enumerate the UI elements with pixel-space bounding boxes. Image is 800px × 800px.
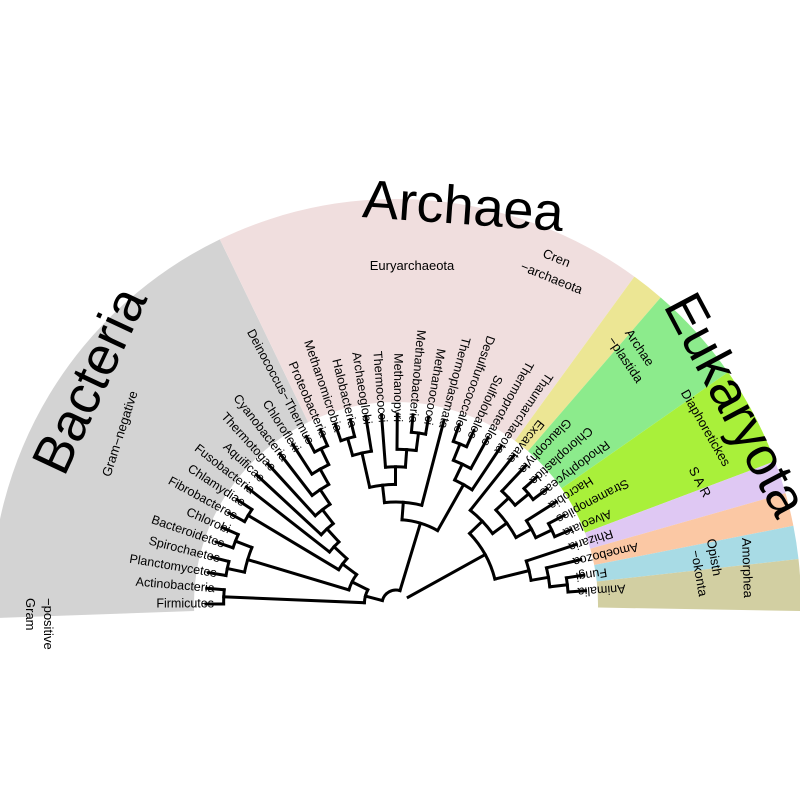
branch xyxy=(318,446,331,467)
group-label-gram-positive-line1: Gram xyxy=(23,598,38,631)
band-animalia xyxy=(596,559,800,612)
branch-arc xyxy=(380,588,402,603)
branch xyxy=(435,482,466,533)
branch xyxy=(350,579,370,592)
branch xyxy=(277,451,315,498)
branch xyxy=(210,555,231,564)
band-amoebozoa xyxy=(590,493,794,565)
branch xyxy=(398,521,423,593)
branch xyxy=(348,417,357,439)
branch xyxy=(403,447,409,469)
band-rhizaria xyxy=(585,461,786,549)
branch xyxy=(524,499,559,523)
group-label-opisthokonta-line1: Opisth xyxy=(704,537,725,577)
branch xyxy=(333,422,343,443)
group-label-gram-positive-line2: −positive xyxy=(41,598,56,650)
domain-label-archaea: Archaea xyxy=(361,169,567,243)
branch xyxy=(452,462,465,483)
branch xyxy=(451,441,462,463)
branch xyxy=(235,497,254,512)
taxon-firmicutes: Firmicutes xyxy=(156,596,214,610)
branch xyxy=(529,575,551,583)
branch xyxy=(464,428,476,449)
tree-branches xyxy=(204,412,588,606)
branch xyxy=(400,500,405,522)
taxon-animalia: Animalia xyxy=(577,582,626,599)
branch xyxy=(468,435,490,471)
branch xyxy=(493,495,511,513)
branch xyxy=(246,513,341,572)
branch xyxy=(214,540,235,550)
band-fungi xyxy=(594,525,799,582)
branch xyxy=(205,586,226,592)
band-archaeplastida xyxy=(528,297,729,489)
branch xyxy=(324,526,342,545)
branch xyxy=(244,484,332,555)
branch xyxy=(227,511,247,524)
branch xyxy=(493,568,531,581)
branch xyxy=(379,412,388,469)
branch xyxy=(490,521,509,536)
branch xyxy=(233,539,254,550)
band-archaea xyxy=(219,199,635,441)
branch xyxy=(222,595,366,605)
band-excavata xyxy=(514,276,661,452)
branch xyxy=(512,491,531,508)
band-bacteria xyxy=(0,239,309,618)
branch xyxy=(225,566,247,574)
taxon-methanopyri: Methanopyri xyxy=(391,353,405,422)
taxon-thermococci: Thermococci xyxy=(370,351,389,423)
branch xyxy=(245,557,351,592)
branch xyxy=(566,589,588,594)
group-label-euryarchaeota: Euryarchaeota xyxy=(370,258,455,273)
branch xyxy=(419,418,446,508)
branch xyxy=(467,519,485,536)
branch xyxy=(318,487,333,507)
branch xyxy=(524,542,579,563)
branch xyxy=(423,415,431,436)
group-color-bands xyxy=(0,199,800,618)
group-label-amorphea: Amorphea xyxy=(739,538,756,599)
branch xyxy=(548,583,569,589)
branch xyxy=(331,544,350,561)
branch xyxy=(552,527,573,539)
branch xyxy=(499,463,529,494)
branch xyxy=(544,557,583,570)
branch xyxy=(220,525,241,537)
branch xyxy=(360,451,372,490)
branch xyxy=(290,442,314,477)
branch xyxy=(521,474,540,491)
branch xyxy=(468,453,517,513)
band-diaphoretickes xyxy=(561,372,775,533)
branch xyxy=(206,570,228,578)
taxon-actinobacteria: Actinobacteria xyxy=(135,575,215,596)
branch xyxy=(513,526,534,540)
branch xyxy=(470,443,504,492)
branch xyxy=(533,527,554,540)
branch xyxy=(320,507,336,526)
branch xyxy=(363,594,385,603)
branch xyxy=(318,427,330,448)
branch xyxy=(380,483,387,505)
branch xyxy=(265,461,318,518)
taxon-fungi: Fungi xyxy=(575,565,608,584)
branch xyxy=(406,552,488,600)
branch xyxy=(414,431,421,453)
branch xyxy=(530,486,550,502)
branch xyxy=(304,434,317,455)
branch xyxy=(564,573,586,580)
branch xyxy=(340,561,359,577)
branch xyxy=(364,414,374,453)
branch xyxy=(409,413,415,434)
branch xyxy=(254,472,324,537)
branch xyxy=(451,422,462,444)
branch xyxy=(546,513,567,526)
branch xyxy=(345,436,355,458)
branch xyxy=(318,467,331,487)
